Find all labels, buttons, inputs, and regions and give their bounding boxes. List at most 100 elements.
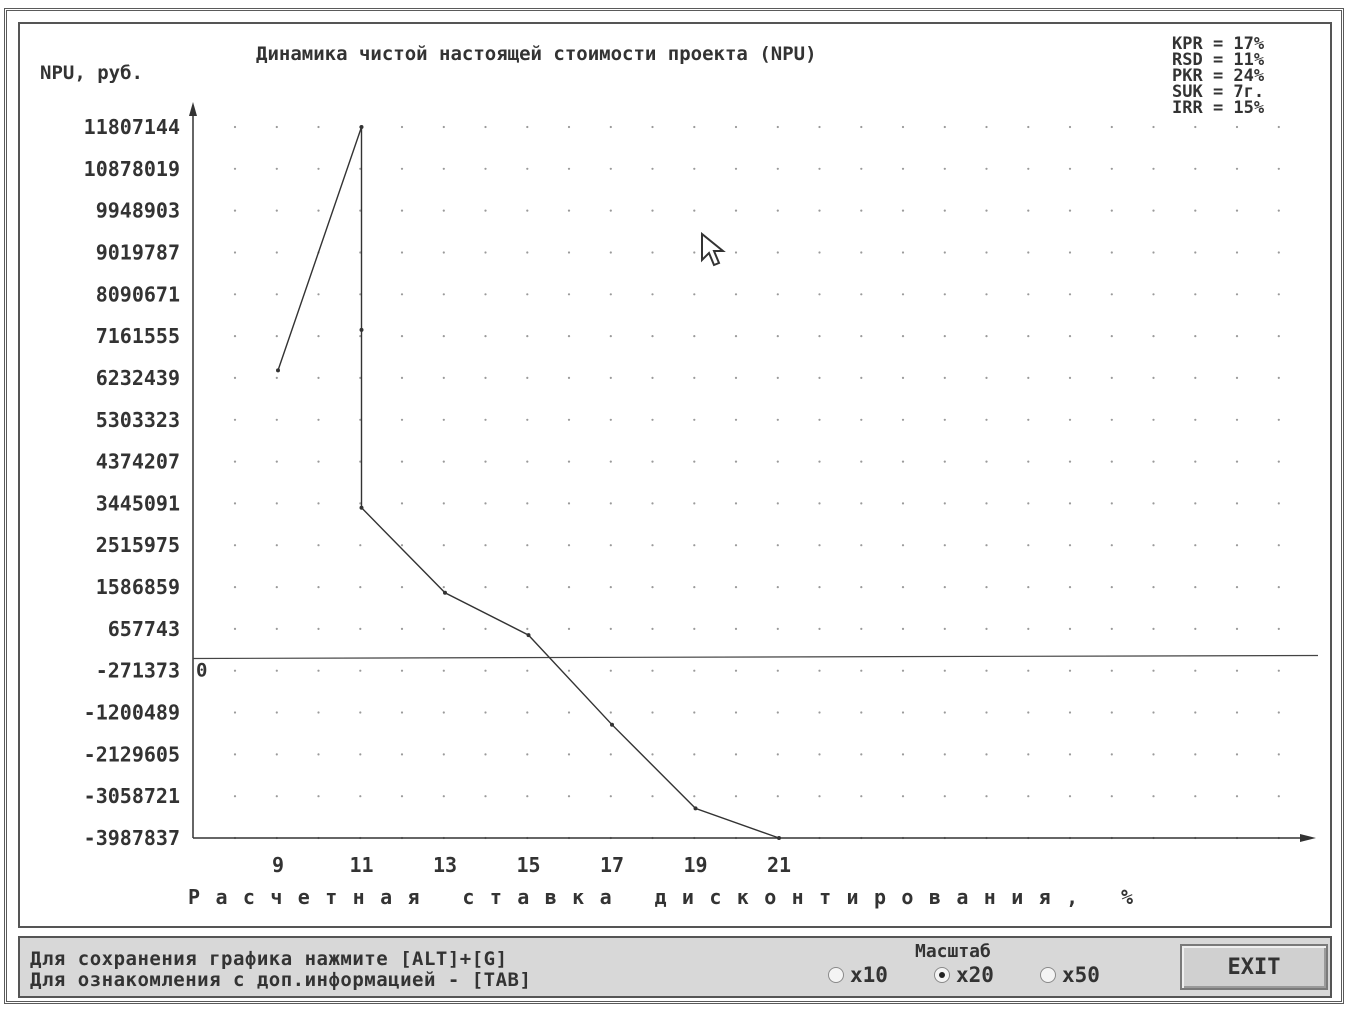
grid-dot <box>651 795 654 798</box>
grid-dot <box>1110 209 1113 212</box>
grid-dot <box>943 753 946 756</box>
grid-dot <box>1277 795 1280 798</box>
grid-dot <box>693 627 696 631</box>
y-tick-label: 7161555 <box>96 324 180 348</box>
scale-option-x10[interactable]: x10 <box>828 963 888 987</box>
grid-dot <box>609 669 612 672</box>
grid-dot <box>526 502 529 505</box>
grid-dot <box>1152 125 1155 129</box>
grid-dot <box>1152 209 1155 212</box>
grid-dot <box>776 167 779 170</box>
x-tick-label: 21 <box>767 853 791 877</box>
grid-dot <box>860 376 863 379</box>
grid-dot <box>776 376 779 379</box>
npv-chart: 0 11807144 10878019 9948903 9019787 8090671 71… <box>40 34 1319 909</box>
scale-option-x20[interactable]: x20 <box>934 963 994 987</box>
grid-dot <box>1110 753 1113 756</box>
scale-option-label: x20 <box>956 963 994 987</box>
grid-dot <box>651 418 654 421</box>
y-tick-label: 10878019 <box>84 157 180 181</box>
grid-dot <box>651 125 654 129</box>
grid-dot <box>1152 669 1155 672</box>
grid-dot <box>943 627 946 631</box>
grid-dot <box>317 711 320 714</box>
grid-dot <box>233 167 237 170</box>
grid-dot <box>1277 335 1280 338</box>
grid-dot <box>734 460 738 463</box>
grid-dot <box>233 711 237 714</box>
grid-dot <box>1277 502 1280 505</box>
grid-dot <box>943 460 946 463</box>
grid-dot <box>651 209 654 212</box>
grid-dot <box>317 418 320 421</box>
grid-dot <box>860 502 863 505</box>
grid-dot <box>818 795 821 798</box>
grid-dot <box>526 376 529 379</box>
grid-dot <box>275 586 278 589</box>
grid-dot <box>1194 125 1197 129</box>
grid-dot <box>484 251 487 254</box>
grid-dot <box>526 293 529 296</box>
grid-dot <box>776 544 779 547</box>
exit-button[interactable]: EXIT <box>1180 944 1328 990</box>
grid-dot <box>734 753 738 756</box>
x-tick-label: 15 <box>516 853 540 877</box>
grid-dot <box>317 167 320 170</box>
grid-dot <box>442 544 445 547</box>
grid-dot <box>776 669 779 672</box>
grid-dot <box>776 586 779 589</box>
grid-dot <box>609 627 612 631</box>
grid-dot <box>1194 251 1197 254</box>
grid-dot <box>233 502 237 505</box>
grid-dot <box>1152 795 1155 798</box>
grid-dot <box>1027 711 1030 714</box>
grid-dot <box>317 753 320 756</box>
grid-dot <box>359 753 362 756</box>
grid-dot <box>985 627 988 631</box>
data-point <box>359 125 364 129</box>
grid-dot <box>901 125 905 129</box>
grid-dot <box>317 376 320 379</box>
grid-dot <box>985 167 988 170</box>
grid-dot <box>400 376 404 379</box>
grid-dot <box>1152 251 1155 254</box>
y-tick-label: 9948903 <box>96 199 180 223</box>
radio-icon <box>828 967 844 983</box>
grid-dot <box>860 460 863 463</box>
data-point <box>777 836 781 840</box>
grid-dot <box>1235 251 1239 254</box>
grid-dot <box>1235 335 1239 338</box>
y-tick-label: -3058721 <box>84 784 180 808</box>
grid-dot <box>818 460 821 463</box>
grid-dot <box>860 251 863 254</box>
grid-dot <box>1027 418 1030 421</box>
grid-dot <box>901 167 905 170</box>
grid-dot <box>317 125 320 129</box>
grid-dot <box>233 544 237 547</box>
grid-dot <box>1235 544 1239 547</box>
grid-dot <box>985 251 988 254</box>
grid-dot <box>985 125 988 129</box>
grid-dot <box>1027 209 1030 212</box>
scale-option-x50[interactable]: x50 <box>1040 963 1100 987</box>
y-tick-label: 9019787 <box>96 241 180 265</box>
grid-dot <box>484 209 487 212</box>
scale-option-label: x10 <box>850 963 888 987</box>
grid-dot <box>1110 418 1113 421</box>
grid-dot <box>651 251 654 254</box>
grid-dot <box>693 418 696 421</box>
grid-dot <box>442 376 445 379</box>
chart-panel: 0 11807144 10878019 9948903 9019787 8090671 71… <box>18 22 1332 928</box>
grid-dot <box>359 544 362 547</box>
grid-dot <box>860 795 863 798</box>
radio-icon <box>1040 967 1056 983</box>
grid-dot <box>233 627 237 631</box>
grid-dot <box>985 335 988 338</box>
grid-dot <box>400 418 404 421</box>
grid-dot <box>901 753 905 756</box>
grid-dot <box>567 460 571 463</box>
grid-dot <box>1235 167 1239 170</box>
grid-dot <box>901 586 905 589</box>
grid-dot <box>526 418 529 421</box>
data-point <box>359 505 364 510</box>
